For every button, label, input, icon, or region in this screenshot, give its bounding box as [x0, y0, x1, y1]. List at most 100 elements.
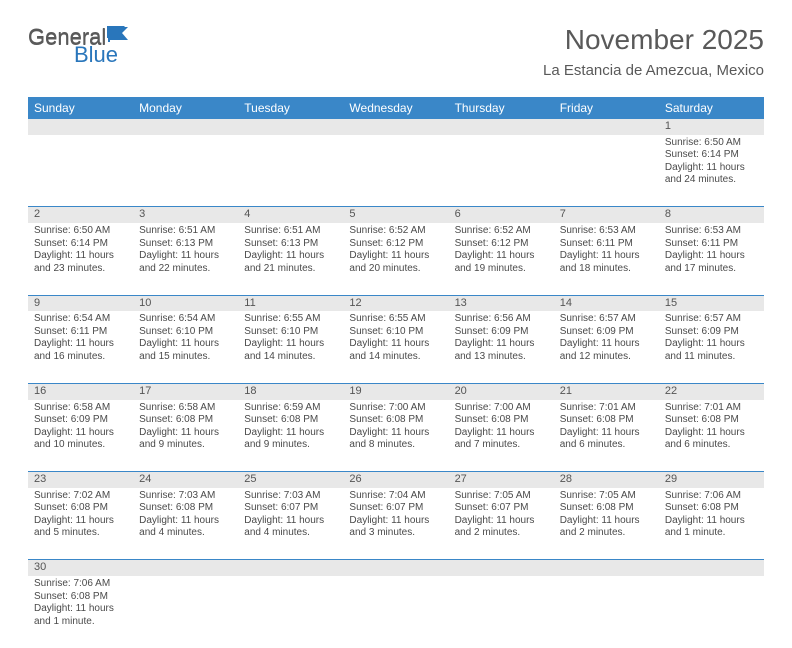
day-number-cell: 2: [28, 207, 133, 223]
sun-info-line: and 9 minutes.: [244, 439, 337, 452]
sun-info-line: Sunrise: 6:50 AM: [665, 137, 758, 150]
sun-info-line: Sunset: 6:11 PM: [34, 326, 127, 339]
day-number-cell: 20: [449, 383, 554, 399]
day-detail-cell: Sunrise: 6:51 AMSunset: 6:13 PMDaylight:…: [238, 223, 343, 295]
sun-info-line: and 6 minutes.: [665, 439, 758, 452]
sun-info-line: and 10 minutes.: [34, 439, 127, 452]
sun-info-line: and 12 minutes.: [560, 351, 653, 364]
sun-info-line: and 21 minutes.: [244, 263, 337, 276]
sun-info-line: and 23 minutes.: [34, 263, 127, 276]
sun-info-line: Sunrise: 6:59 AM: [244, 402, 337, 415]
location: La Estancia de Amezcua, Mexico: [543, 62, 764, 79]
sun-info-line: Daylight: 11 hours: [34, 338, 127, 351]
sun-info-line: Sunrise: 6:52 AM: [455, 225, 548, 238]
sun-info-line: Sunset: 6:08 PM: [139, 502, 232, 515]
sun-info-line: Daylight: 11 hours: [560, 515, 653, 528]
sun-info-line: Sunset: 6:14 PM: [665, 149, 758, 162]
day-detail-cell: Sunrise: 7:04 AMSunset: 6:07 PMDaylight:…: [343, 488, 448, 560]
sun-info-line: Sunrise: 6:51 AM: [244, 225, 337, 238]
sun-info-line: Sunrise: 7:06 AM: [34, 578, 127, 591]
sun-info-line: Sunset: 6:08 PM: [665, 414, 758, 427]
day-detail-cell: Sunrise: 6:54 AMSunset: 6:10 PMDaylight:…: [133, 311, 238, 383]
sun-info-line: Daylight: 11 hours: [349, 515, 442, 528]
sun-info-line: Sunset: 6:11 PM: [665, 238, 758, 251]
sun-info-line: Sunrise: 7:04 AM: [349, 490, 442, 503]
day-detail-cell: Sunrise: 6:59 AMSunset: 6:08 PMDaylight:…: [238, 400, 343, 472]
day-detail-cell: [659, 576, 764, 648]
sun-info-line: Sunset: 6:07 PM: [455, 502, 548, 515]
sun-info-line: Daylight: 11 hours: [34, 427, 127, 440]
sun-info-line: and 3 minutes.: [349, 527, 442, 540]
sun-info-line: Sunrise: 6:58 AM: [34, 402, 127, 415]
sun-info-line: Daylight: 11 hours: [139, 427, 232, 440]
sun-info-line: Sunrise: 7:06 AM: [665, 490, 758, 503]
day-number-cell: 5: [343, 207, 448, 223]
sun-info-line: Sunrise: 7:01 AM: [665, 402, 758, 415]
sun-info-line: Daylight: 11 hours: [244, 250, 337, 263]
day-detail-cell: Sunrise: 6:56 AMSunset: 6:09 PMDaylight:…: [449, 311, 554, 383]
sun-info-line: Daylight: 11 hours: [139, 338, 232, 351]
day-number-cell: 1: [659, 119, 764, 135]
day-number-cell: 8: [659, 207, 764, 223]
logo-container: General Blue: [28, 24, 131, 50]
day-number-cell: 12: [343, 295, 448, 311]
sun-info-line: Daylight: 11 hours: [349, 427, 442, 440]
sun-info-line: Sunrise: 6:54 AM: [139, 313, 232, 326]
weekday-header: Wednesday: [343, 97, 448, 119]
weekday-header: Tuesday: [238, 97, 343, 119]
sun-info-line: Daylight: 11 hours: [244, 427, 337, 440]
day-number-cell: 10: [133, 295, 238, 311]
sun-info-line: and 4 minutes.: [139, 527, 232, 540]
day-number-cell: 23: [28, 472, 133, 488]
sun-info-line: and 15 minutes.: [139, 351, 232, 364]
sun-info-line: Sunset: 6:10 PM: [244, 326, 337, 339]
logo-sail-icon: [107, 24, 131, 40]
month-title: November 2025: [543, 24, 764, 56]
weekday-header: Saturday: [659, 97, 764, 119]
day-detail-cell: [343, 135, 448, 207]
day-number-cell: 17: [133, 383, 238, 399]
day-number-cell: 7: [554, 207, 659, 223]
sun-info-line: Daylight: 11 hours: [244, 338, 337, 351]
day-detail-cell: Sunrise: 7:02 AMSunset: 6:08 PMDaylight:…: [28, 488, 133, 560]
sun-info-line: Sunrise: 7:00 AM: [349, 402, 442, 415]
day-detail-cell: [133, 576, 238, 648]
day-detail-cell: Sunrise: 6:53 AMSunset: 6:11 PMDaylight:…: [554, 223, 659, 295]
sun-info-line: Sunrise: 6:52 AM: [349, 225, 442, 238]
day-detail-cell: [343, 576, 448, 648]
day-number-cell: [554, 560, 659, 576]
day-detail-cell: Sunrise: 7:03 AMSunset: 6:08 PMDaylight:…: [133, 488, 238, 560]
day-number-cell: 28: [554, 472, 659, 488]
sun-info-line: Sunrise: 6:56 AM: [455, 313, 548, 326]
sun-info-line: Sunrise: 7:00 AM: [455, 402, 548, 415]
day-detail-cell: [554, 135, 659, 207]
day-number-cell: 21: [554, 383, 659, 399]
weekday-header: Friday: [554, 97, 659, 119]
day-detail-cell: Sunrise: 6:57 AMSunset: 6:09 PMDaylight:…: [554, 311, 659, 383]
weekday-header: Monday: [133, 97, 238, 119]
sun-info-line: and 6 minutes.: [560, 439, 653, 452]
day-number-cell: 18: [238, 383, 343, 399]
day-number-cell: 15: [659, 295, 764, 311]
sun-info-line: Sunset: 6:08 PM: [34, 502, 127, 515]
day-number-row: 9101112131415: [28, 295, 764, 311]
sun-info-line: Sunset: 6:07 PM: [244, 502, 337, 515]
sun-info-line: Sunrise: 7:02 AM: [34, 490, 127, 503]
sun-info-line: Daylight: 11 hours: [665, 250, 758, 263]
sun-info-line: Sunset: 6:08 PM: [244, 414, 337, 427]
sun-info-line: Sunset: 6:08 PM: [455, 414, 548, 427]
day-detail-cell: Sunrise: 7:01 AMSunset: 6:08 PMDaylight:…: [659, 400, 764, 472]
day-number-cell: 3: [133, 207, 238, 223]
sun-info-line: Sunrise: 6:50 AM: [34, 225, 127, 238]
day-number-cell: 9: [28, 295, 133, 311]
day-number-cell: [449, 119, 554, 135]
sun-info-line: Sunset: 6:13 PM: [139, 238, 232, 251]
sun-info-line: Daylight: 11 hours: [139, 250, 232, 263]
sun-info-line: Daylight: 11 hours: [34, 603, 127, 616]
sun-info-line: Sunrise: 6:55 AM: [244, 313, 337, 326]
sun-info-line: Daylight: 11 hours: [349, 338, 442, 351]
day-number-cell: 6: [449, 207, 554, 223]
day-number-cell: 13: [449, 295, 554, 311]
day-number-cell: [238, 560, 343, 576]
sun-info-line: Sunrise: 7:01 AM: [560, 402, 653, 415]
